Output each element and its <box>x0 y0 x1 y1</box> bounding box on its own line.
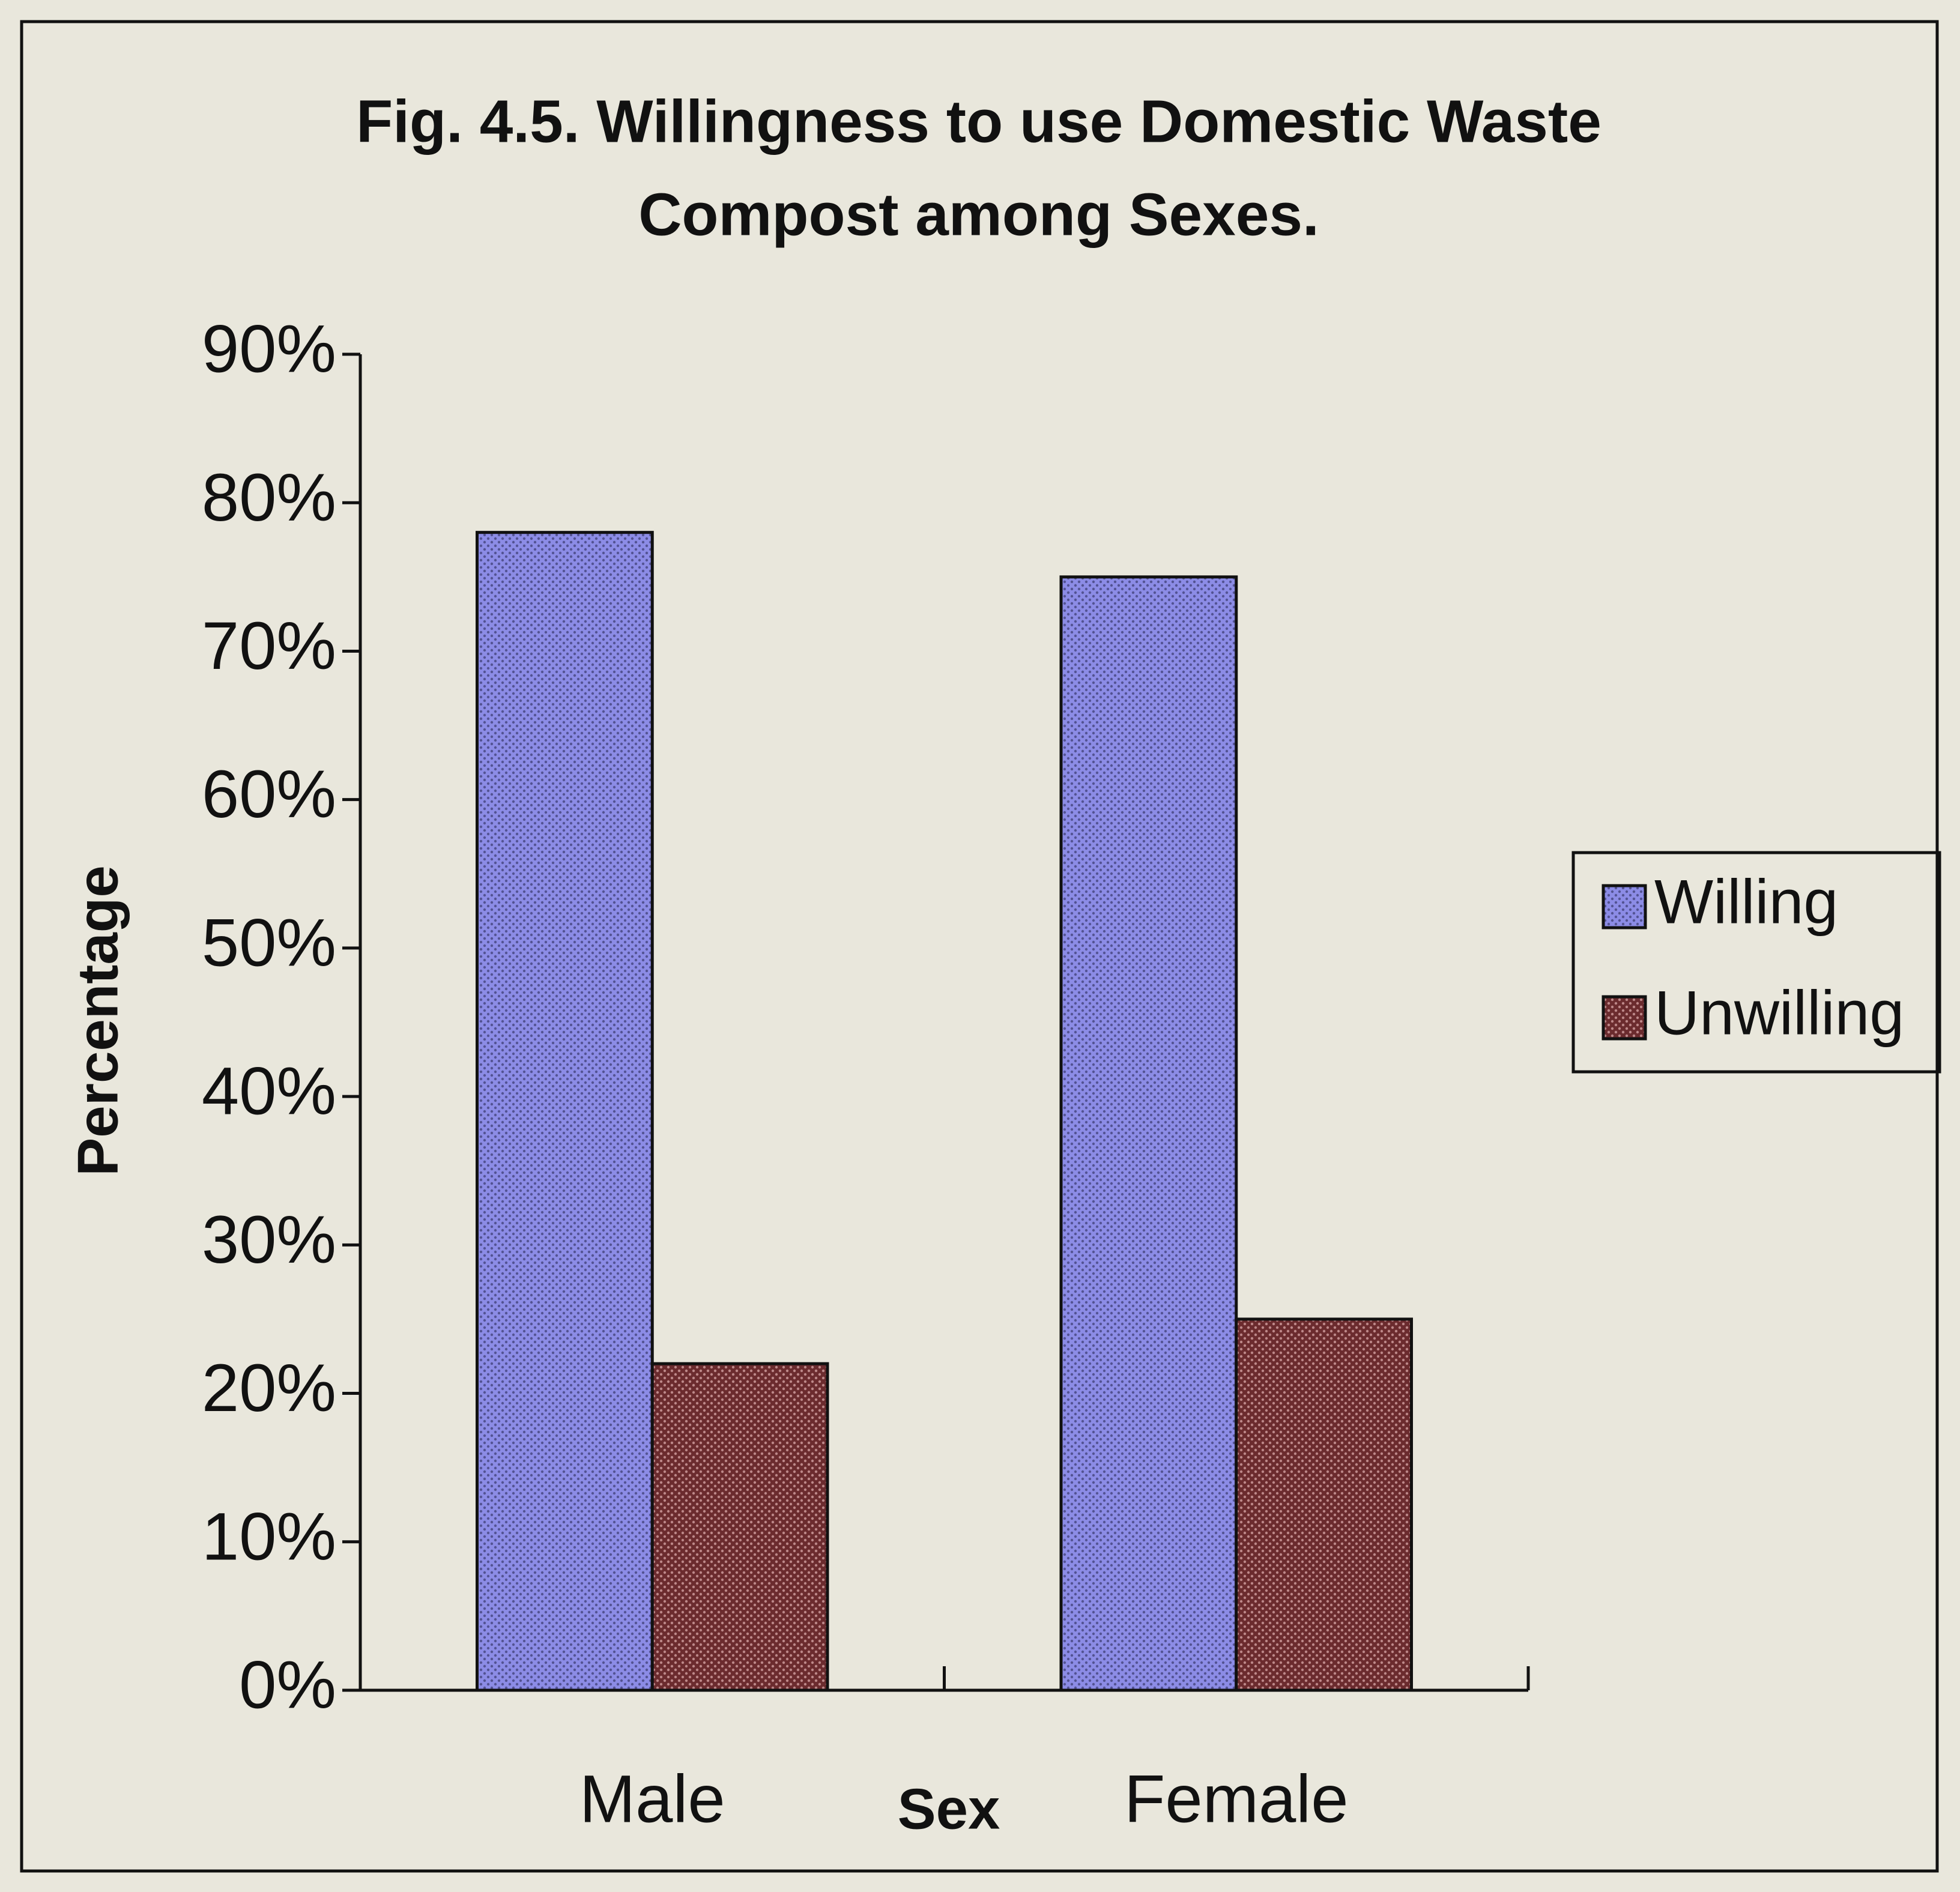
bar <box>1059 575 1238 1692</box>
legend-swatch <box>1602 884 1647 929</box>
chart-title: Fig. 4.5. Willingness to use Domestic Wa… <box>356 88 1602 155</box>
legend-box <box>1571 851 1941 1074</box>
chart-title: Compost among Sexes. <box>638 181 1319 248</box>
y-tick-label: 50% <box>202 905 336 980</box>
bar <box>1235 1317 1413 1692</box>
y-tick-label: 90% <box>202 312 336 387</box>
x-axis-title: Sex <box>898 1777 1000 1841</box>
y-tick-label: 40% <box>202 1054 336 1129</box>
bar <box>650 1362 829 1692</box>
legend-label: Willing <box>1654 867 1838 937</box>
chart-frame <box>20 20 1939 1873</box>
y-axis-title: Percentage <box>65 865 130 1176</box>
bar <box>476 531 654 1692</box>
legend-label: Unwilling <box>1654 978 1904 1048</box>
y-tick-label: 30% <box>202 1202 336 1277</box>
y-tick-label: 80% <box>202 460 336 535</box>
y-tick-label: 0% <box>239 1648 336 1723</box>
x-tick-label: Female <box>1124 1762 1348 1837</box>
y-tick-label: 60% <box>202 757 336 832</box>
y-tick-label: 70% <box>202 608 336 683</box>
legend-swatch <box>1602 995 1647 1041</box>
x-tick-label: Male <box>579 1762 725 1837</box>
y-tick-label: 20% <box>202 1350 336 1425</box>
y-tick-label: 10% <box>202 1499 336 1574</box>
